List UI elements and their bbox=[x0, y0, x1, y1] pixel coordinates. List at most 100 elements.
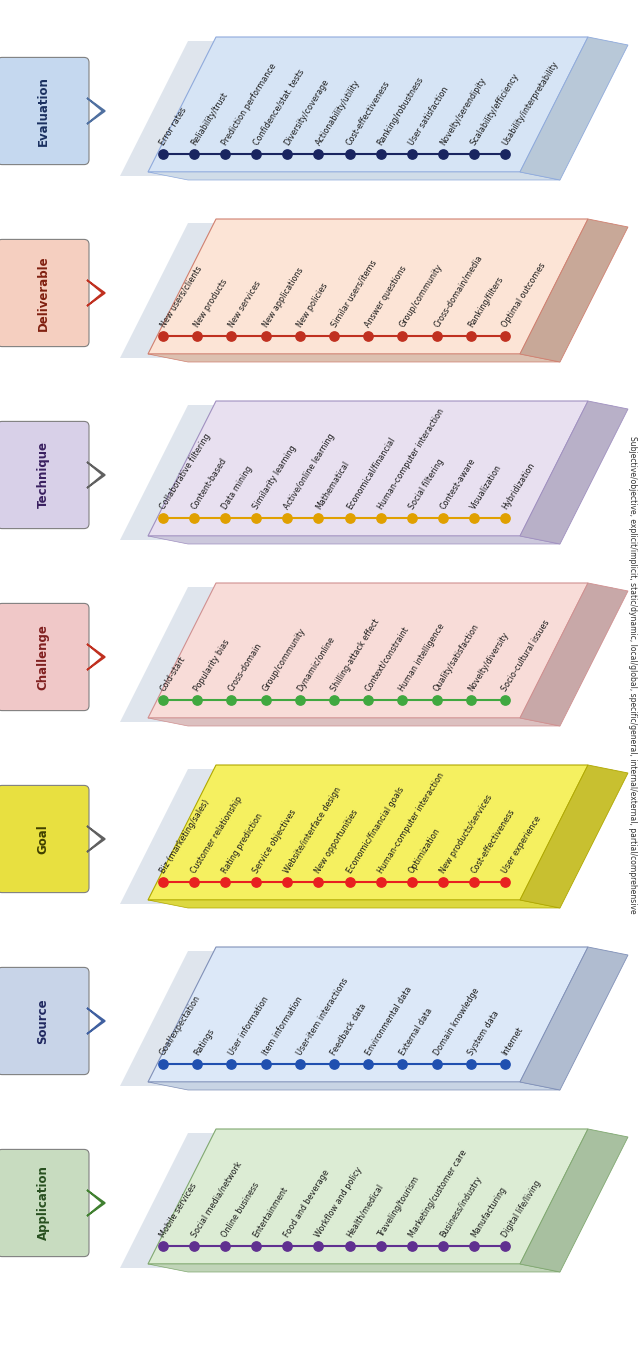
Point bbox=[376, 507, 386, 529]
Text: Feedback data: Feedback data bbox=[330, 1002, 369, 1058]
Point bbox=[363, 1054, 373, 1075]
Text: Ratings: Ratings bbox=[193, 1027, 216, 1058]
Point bbox=[158, 1054, 168, 1075]
Text: Confidence/stat. tests: Confidence/stat. tests bbox=[252, 67, 306, 147]
Text: Traveling/tourism: Traveling/tourism bbox=[376, 1175, 420, 1238]
Text: Cross-domain: Cross-domain bbox=[227, 641, 264, 693]
Text: Similar users/items: Similar users/items bbox=[330, 259, 378, 329]
FancyBboxPatch shape bbox=[0, 239, 89, 347]
Point bbox=[220, 871, 230, 893]
Polygon shape bbox=[87, 1008, 105, 1033]
Point bbox=[227, 689, 237, 711]
Text: Actionability/utility: Actionability/utility bbox=[314, 78, 362, 147]
Point bbox=[294, 1054, 305, 1075]
Point bbox=[158, 143, 168, 165]
Point bbox=[500, 325, 510, 347]
Text: Contest-aware: Contest-aware bbox=[438, 456, 477, 511]
Text: Subjective/objective, explicit/implicit, static/dynamic, local/global, specific/: Subjective/objective, explicit/implicit,… bbox=[627, 436, 637, 913]
Text: Visualization: Visualization bbox=[469, 463, 504, 511]
Text: Rating prediction: Rating prediction bbox=[221, 812, 265, 876]
Polygon shape bbox=[120, 1133, 613, 1268]
Point bbox=[158, 507, 168, 529]
Text: New products/services: New products/services bbox=[438, 793, 494, 876]
Text: Quality/satisfaction: Quality/satisfaction bbox=[432, 622, 481, 693]
Polygon shape bbox=[148, 1082, 560, 1090]
Point bbox=[406, 1236, 417, 1257]
Text: System data: System data bbox=[466, 1009, 500, 1058]
Polygon shape bbox=[148, 353, 560, 362]
Point bbox=[466, 325, 476, 347]
Text: Collaborative filtering: Collaborative filtering bbox=[158, 432, 212, 511]
Text: Food and beverage: Food and beverage bbox=[283, 1168, 332, 1238]
Point bbox=[220, 507, 230, 529]
Polygon shape bbox=[520, 1129, 628, 1272]
Text: Service objectives: Service objectives bbox=[252, 808, 298, 876]
Point bbox=[220, 143, 230, 165]
Point bbox=[376, 871, 386, 893]
FancyBboxPatch shape bbox=[0, 603, 89, 711]
Text: User-item interactions: User-item interactions bbox=[295, 977, 350, 1058]
Text: Optimization: Optimization bbox=[407, 827, 442, 876]
Point bbox=[431, 1054, 442, 1075]
Text: Business/industry: Business/industry bbox=[438, 1175, 483, 1238]
Text: Digital life/living: Digital life/living bbox=[500, 1179, 543, 1238]
Point bbox=[314, 871, 324, 893]
Point bbox=[468, 1236, 479, 1257]
Point bbox=[397, 689, 408, 711]
Text: Entertainment: Entertainment bbox=[252, 1184, 290, 1238]
Point bbox=[314, 143, 324, 165]
Point bbox=[251, 1236, 261, 1257]
Text: Context/constraint: Context/constraint bbox=[364, 625, 411, 693]
Polygon shape bbox=[148, 173, 560, 179]
Polygon shape bbox=[120, 40, 613, 175]
Text: Mobile services: Mobile services bbox=[158, 1182, 199, 1238]
Point bbox=[251, 143, 261, 165]
Polygon shape bbox=[148, 401, 588, 536]
Text: Domain knowledge: Domain knowledge bbox=[432, 986, 481, 1058]
Point bbox=[344, 871, 355, 893]
Text: Evaluation: Evaluation bbox=[36, 76, 49, 146]
FancyBboxPatch shape bbox=[0, 1149, 89, 1257]
FancyBboxPatch shape bbox=[0, 58, 89, 165]
Point bbox=[397, 325, 408, 347]
Text: Answer questions: Answer questions bbox=[364, 264, 409, 329]
Text: Optimal outcomes: Optimal outcomes bbox=[500, 262, 547, 329]
Point bbox=[438, 143, 448, 165]
Text: Prediction performance: Prediction performance bbox=[221, 62, 278, 147]
Text: Cold-start: Cold-start bbox=[158, 654, 187, 693]
Text: Cost-effectiveness: Cost-effectiveness bbox=[469, 807, 516, 876]
Point bbox=[466, 1054, 476, 1075]
Text: Website/interface design: Website/interface design bbox=[283, 785, 343, 876]
Point bbox=[158, 1236, 168, 1257]
Point bbox=[329, 325, 339, 347]
Text: Cross-domain/media: Cross-domain/media bbox=[432, 254, 484, 329]
Text: New policies: New policies bbox=[295, 282, 330, 329]
Text: Economical/financial: Economical/financial bbox=[345, 436, 397, 511]
Polygon shape bbox=[120, 951, 613, 1086]
Text: Customer relationship: Customer relationship bbox=[189, 795, 244, 876]
Text: Similarity learning: Similarity learning bbox=[252, 444, 298, 511]
Polygon shape bbox=[520, 583, 628, 726]
Point bbox=[500, 1054, 510, 1075]
Text: Social filtering: Social filtering bbox=[407, 457, 445, 511]
FancyBboxPatch shape bbox=[0, 967, 89, 1075]
Polygon shape bbox=[120, 223, 613, 357]
Text: Human-computer interaction: Human-computer interaction bbox=[376, 407, 445, 511]
Text: Scalability/efficiency: Scalability/efficiency bbox=[469, 71, 521, 147]
Point bbox=[251, 507, 261, 529]
Point bbox=[468, 143, 479, 165]
Text: New services: New services bbox=[227, 279, 262, 329]
Point bbox=[189, 1236, 199, 1257]
Polygon shape bbox=[148, 219, 588, 353]
Point bbox=[500, 871, 510, 893]
Point bbox=[260, 1054, 271, 1075]
Text: Usability/interpretability: Usability/interpretability bbox=[500, 59, 560, 147]
Polygon shape bbox=[148, 900, 560, 908]
Point bbox=[500, 689, 510, 711]
Text: Content-based: Content-based bbox=[189, 456, 228, 511]
Polygon shape bbox=[148, 583, 588, 718]
Text: User satisfaction: User satisfaction bbox=[407, 85, 451, 147]
Text: External data: External data bbox=[398, 1006, 434, 1058]
Text: Source: Source bbox=[36, 998, 49, 1044]
Point bbox=[294, 689, 305, 711]
